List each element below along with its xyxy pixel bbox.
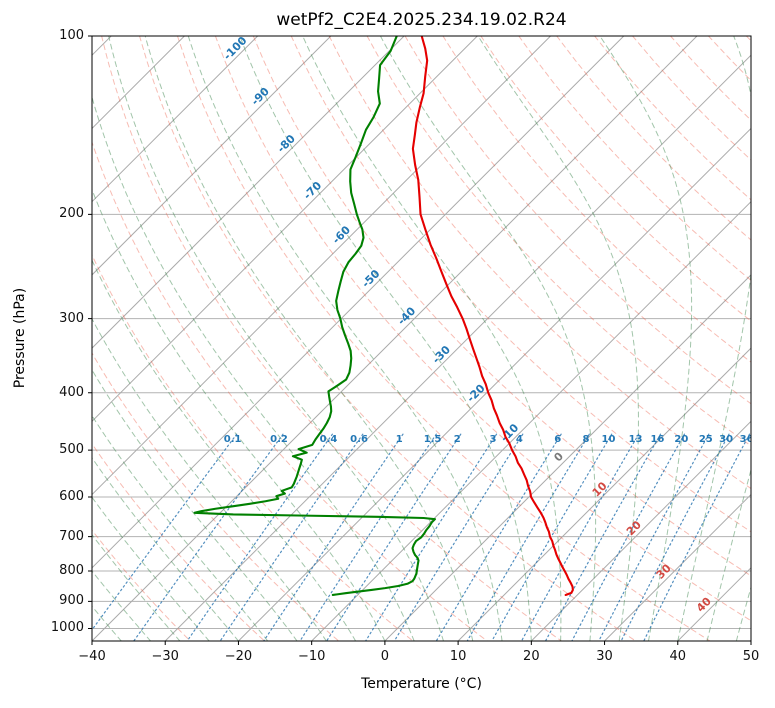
x-tick-label: 40 — [669, 649, 687, 664]
x-tick-label: 30 — [596, 649, 613, 664]
x-tick-label: 0 — [380, 649, 390, 664]
y-tick-label: 600 — [59, 489, 84, 504]
y-tick-label: 1000 — [50, 620, 84, 636]
y-tick-label: 200 — [59, 206, 84, 222]
x-tick-label: 50 — [742, 649, 760, 664]
y-tick-label: 700 — [59, 528, 84, 544]
x-tick-label: 20 — [523, 649, 540, 664]
y-axis-label: Pressure (hPa) — [12, 287, 28, 389]
x-tick-label: −40 — [78, 649, 106, 664]
y-tick-label: 100 — [59, 28, 84, 43]
y-tick-label: 500 — [59, 442, 84, 458]
y-tick-label: 800 — [59, 563, 84, 579]
y-tick-label: 400 — [59, 384, 84, 400]
y-tick-label: 900 — [59, 593, 84, 609]
y-tick-label: 300 — [59, 310, 84, 326]
x-tick-label: −10 — [297, 649, 326, 664]
x-tick-label: −30 — [151, 649, 179, 664]
chart-title: wetPf2_C2E4.2025.234.19.02.R24 — [276, 10, 567, 30]
x-tick-label: 10 — [449, 649, 467, 664]
x-tick-label: −20 — [224, 649, 253, 664]
x-axis-label: Temperature (°C) — [361, 676, 482, 692]
